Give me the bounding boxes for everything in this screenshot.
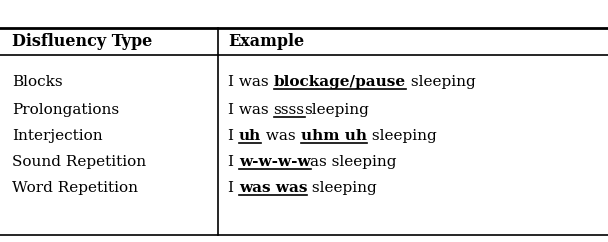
Text: sleeping: sleeping [305,103,370,117]
Text: Blocks: Blocks [12,75,63,89]
Text: sleeping: sleeping [367,129,437,143]
Text: Prolongations: Prolongations [12,103,119,117]
Text: I: I [228,129,239,143]
Text: uhm uh: uhm uh [300,129,367,143]
Text: uh: uh [239,129,261,143]
Text: blockage/pause: blockage/pause [274,75,406,89]
Text: I was: I was [228,75,274,89]
Text: Interjection: Interjection [12,129,103,143]
Text: I: I [228,181,239,195]
Text: I was: I was [228,103,274,117]
Text: Word Repetition: Word Repetition [12,181,138,195]
Text: Disfluency Type: Disfluency Type [12,32,152,50]
Text: w-w-w-w: w-w-w-w [239,155,311,169]
Text: was: was [261,129,300,143]
Text: as sleeping: as sleeping [311,155,397,169]
Text: sleeping: sleeping [406,75,475,89]
Text: I: I [228,155,239,169]
Text: Sound Repetition: Sound Repetition [12,155,146,169]
Text: was was: was was [239,181,308,195]
Text: sleeping: sleeping [308,181,377,195]
Text: Example: Example [228,32,304,50]
Text: ssss: ssss [274,103,305,117]
